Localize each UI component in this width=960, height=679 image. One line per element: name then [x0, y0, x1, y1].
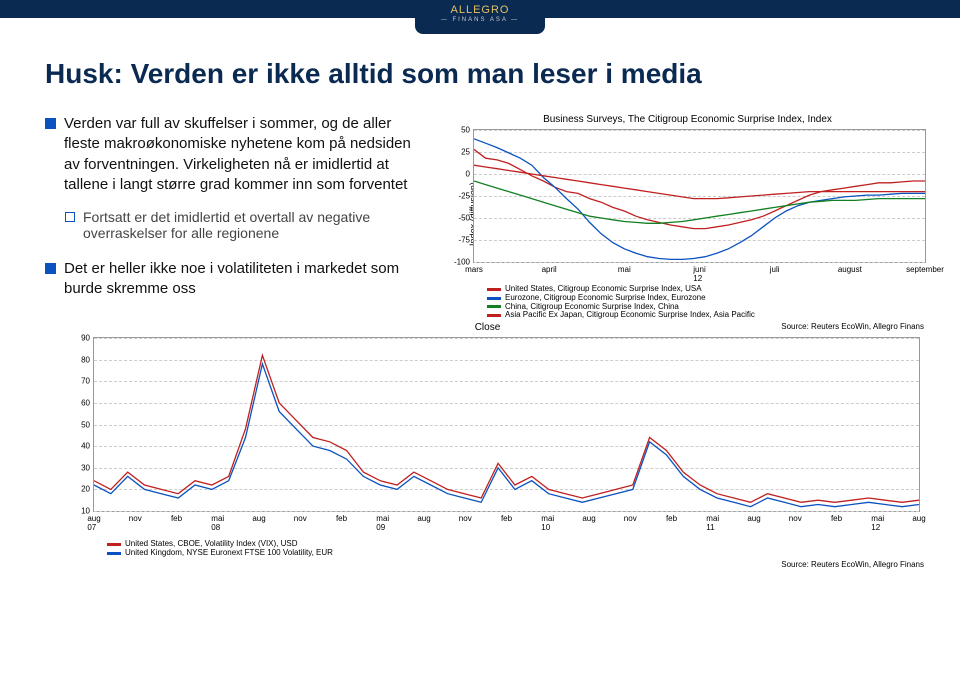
bullet-square-icon — [45, 118, 56, 129]
bullet-text: Verden var full av skuffelser i sommer, … — [64, 114, 425, 195]
bullet-square-icon — [45, 263, 56, 274]
chart1-plot: 50250-25-50-75-100marsaprilmaijuni12juli… — [473, 129, 926, 263]
sub-bullet-item: Fortsatt er det imidlertid et overtall a… — [65, 209, 425, 241]
logo-main: ALLEGRO — [415, 4, 545, 16]
chart2-legend: United States, CBOE, Volatility Index (V… — [107, 540, 930, 558]
page-title: Husk: Verden er ikke alltid som man lese… — [45, 58, 930, 90]
chart1-legend: United States, Citigroup Economic Surpri… — [487, 285, 930, 320]
bullet-text: Det er heller ikke noe i volatiliteten i… — [64, 259, 425, 300]
logo-sub: — FINANS ASA — — [415, 17, 545, 23]
chart2-plot: 908070605040302010aug07novfebmai08augnov… — [93, 337, 920, 512]
chart2-source: Source: Reuters EcoWin, Allegro Finans — [45, 560, 924, 569]
bullet-item: Verden var full av skuffelser i sommer, … — [45, 114, 425, 195]
bullet-outline-icon — [65, 212, 75, 222]
slide-content: Husk: Verden er ikke alltid som man lese… — [0, 18, 960, 592]
right-column: Business Surveys, The Citigroup Economic… — [445, 114, 930, 314]
header-band: ALLEGRO — FINANS ASA — — [0, 0, 960, 18]
chart2-title: Close — [45, 322, 930, 333]
left-column: Verden var full av skuffelser i sommer, … — [45, 114, 425, 314]
volatility-chart: Close 908070605040302010aug07novfebmai08… — [45, 322, 930, 582]
surprise-index-chart: Business Surveys, The Citigroup Economic… — [445, 114, 930, 314]
sub-bullet-text: Fortsatt er det imidlertid et overtall a… — [83, 209, 425, 241]
chart1-title: Business Surveys, The Citigroup Economic… — [445, 114, 930, 125]
bullet-item: Det er heller ikke noe i volatiliteten i… — [45, 259, 425, 300]
logo: ALLEGRO — FINANS ASA — — [415, 0, 545, 34]
